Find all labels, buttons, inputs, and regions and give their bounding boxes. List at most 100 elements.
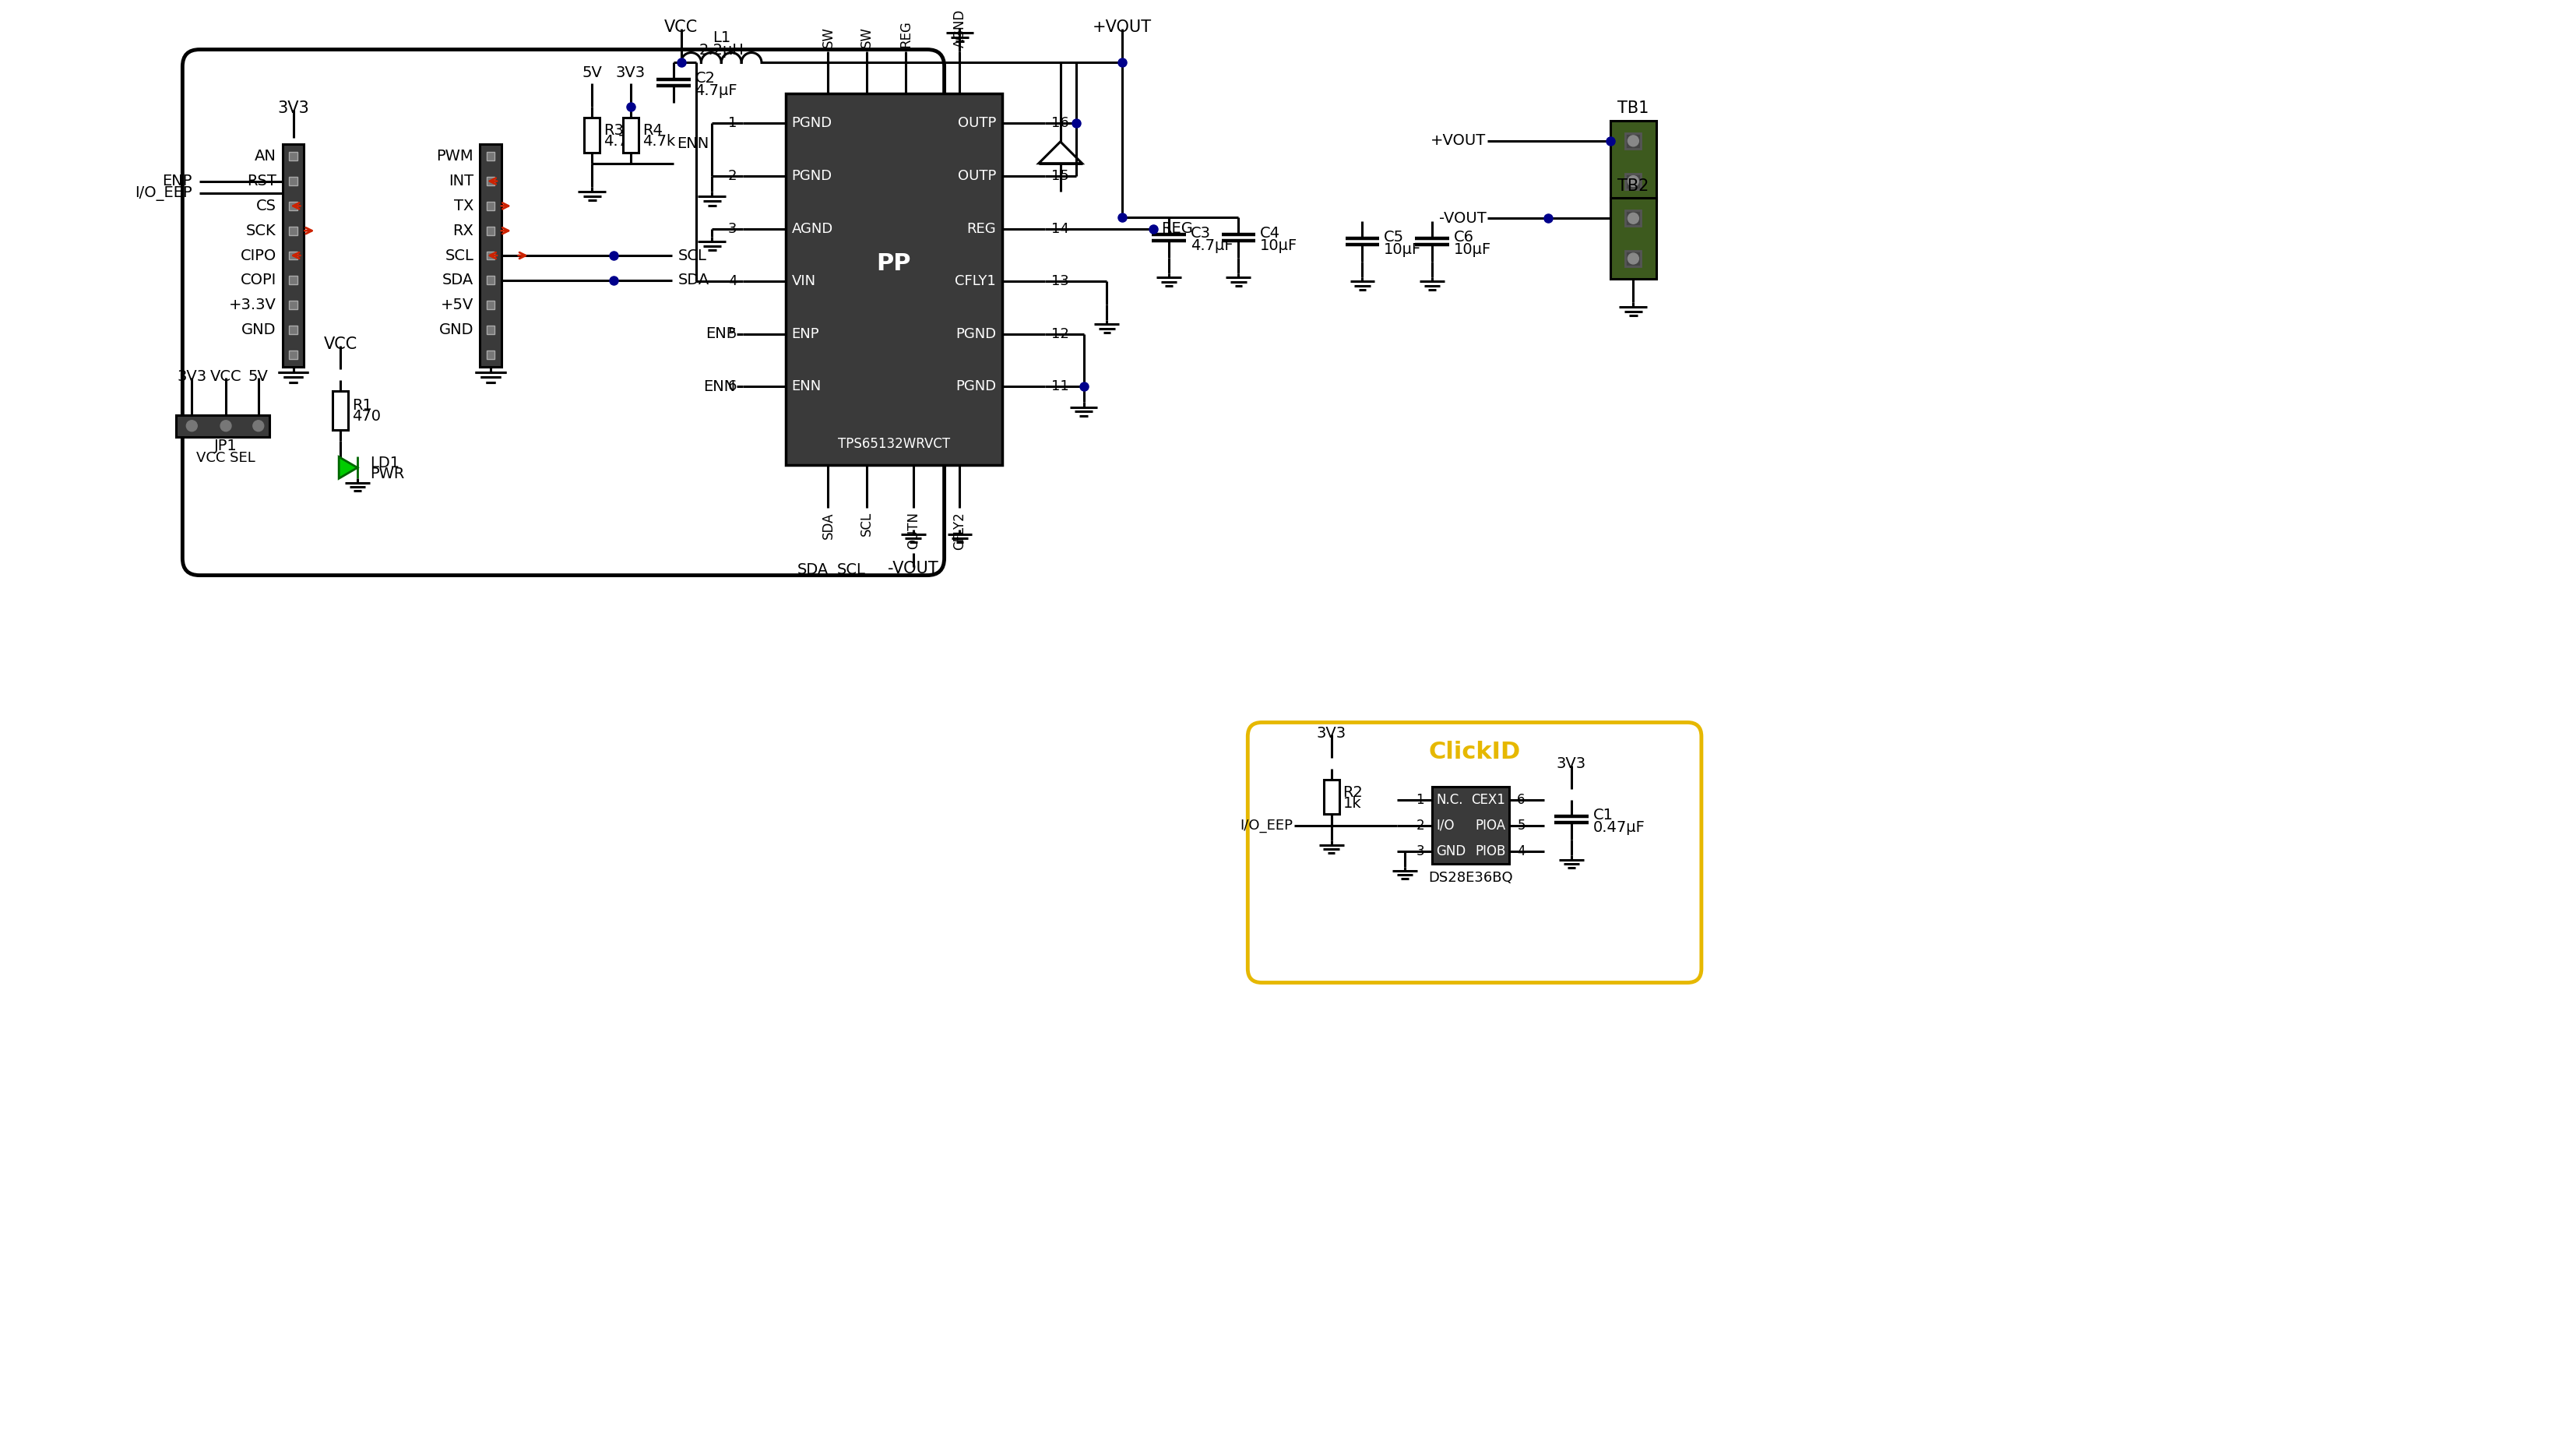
Text: ENN: ENN — [677, 136, 708, 152]
Text: RST: RST — [247, 174, 276, 188]
Circle shape — [1628, 136, 1638, 146]
Text: 4.7μF: 4.7μF — [696, 83, 737, 98]
Text: OUTP: OUTP — [958, 169, 997, 182]
Text: 0.47μF: 0.47μF — [1592, 820, 1646, 835]
Text: PIOB: PIOB — [1476, 844, 1504, 859]
Text: VCC: VCC — [665, 19, 698, 35]
Text: 14: 14 — [1051, 222, 1069, 236]
Text: SCL: SCL — [837, 562, 866, 578]
Text: 6: 6 — [1517, 792, 1525, 807]
Text: 4.7μF: 4.7μF — [1190, 237, 1234, 253]
Text: R3: R3 — [603, 123, 623, 138]
Text: 3V3: 3V3 — [1556, 757, 1587, 772]
Bar — [1610, 198, 1656, 278]
Text: CIPO: CIPO — [240, 248, 276, 264]
Bar — [1324, 779, 1340, 814]
Text: PGND: PGND — [956, 327, 997, 342]
Text: COPI: COPI — [240, 272, 276, 288]
Text: 10μF: 10μF — [1453, 242, 1492, 256]
Text: PGND: PGND — [791, 116, 832, 130]
Text: 5V: 5V — [247, 369, 268, 384]
Text: +VOUT: +VOUT — [1092, 19, 1151, 35]
Text: C5: C5 — [1383, 229, 1404, 245]
Circle shape — [1628, 175, 1638, 187]
Circle shape — [1628, 213, 1638, 224]
Text: 10μF: 10μF — [1260, 237, 1298, 253]
Text: ENP: ENP — [162, 174, 191, 188]
Text: ENP: ENP — [791, 327, 819, 342]
Text: CS: CS — [255, 198, 276, 213]
Text: DS28E36BQ: DS28E36BQ — [1430, 872, 1512, 885]
Text: 15: 15 — [1051, 169, 1069, 182]
Bar — [1625, 174, 1641, 188]
Bar — [487, 201, 495, 210]
Text: 3V3: 3V3 — [178, 369, 206, 384]
Text: INT: INT — [448, 174, 474, 188]
Bar — [175, 416, 270, 437]
Text: 4: 4 — [729, 274, 737, 288]
Bar — [487, 252, 495, 259]
Bar — [289, 201, 296, 210]
Text: 16: 16 — [1051, 116, 1069, 130]
Bar — [487, 226, 495, 235]
Text: I/O: I/O — [1435, 818, 1455, 833]
Text: GND: GND — [242, 323, 276, 337]
Text: PWM: PWM — [435, 149, 474, 164]
Text: 11: 11 — [1051, 379, 1069, 394]
Bar — [289, 277, 296, 284]
Text: REG: REG — [966, 222, 997, 236]
Text: SW: SW — [860, 26, 873, 48]
Text: SDA: SDA — [443, 272, 474, 288]
Text: -VOUT: -VOUT — [1440, 211, 1486, 226]
Text: OUTN: OUTN — [907, 511, 920, 549]
Bar — [1610, 120, 1656, 201]
Text: I/O_EEP: I/O_EEP — [134, 187, 191, 201]
Bar — [487, 326, 495, 334]
Bar — [1625, 133, 1641, 149]
Text: AN: AN — [255, 149, 276, 164]
Text: 1k: 1k — [1342, 796, 1360, 811]
Text: R4: R4 — [641, 123, 662, 138]
Text: 13: 13 — [1051, 274, 1069, 288]
Text: C2: C2 — [696, 71, 716, 85]
Bar — [289, 301, 296, 310]
Text: 2: 2 — [729, 169, 737, 182]
Bar — [289, 350, 296, 359]
Bar — [1625, 251, 1641, 266]
Text: R2: R2 — [1342, 785, 1363, 799]
Text: CEX1: CEX1 — [1471, 792, 1504, 807]
Text: PGND: PGND — [956, 379, 997, 394]
Bar — [1625, 210, 1641, 226]
Text: TB1: TB1 — [1618, 100, 1649, 116]
Text: 3: 3 — [729, 222, 737, 236]
Text: VCC: VCC — [211, 369, 242, 384]
Polygon shape — [340, 456, 358, 478]
Text: +3.3V: +3.3V — [229, 298, 276, 313]
Circle shape — [185, 420, 198, 432]
Text: 10μF: 10μF — [1383, 242, 1422, 256]
Text: PGND: PGND — [791, 169, 832, 182]
Circle shape — [222, 420, 232, 432]
Bar — [283, 143, 304, 366]
Text: +VOUT: +VOUT — [1430, 133, 1486, 148]
Text: 5: 5 — [729, 327, 737, 342]
Text: C6: C6 — [1453, 229, 1473, 245]
Bar — [289, 226, 296, 235]
Text: R1: R1 — [353, 398, 371, 413]
Text: 5: 5 — [1517, 818, 1525, 833]
Text: AGND: AGND — [791, 222, 832, 236]
Text: PWR: PWR — [371, 466, 404, 481]
Bar — [289, 177, 296, 185]
Text: TX: TX — [453, 198, 474, 213]
Text: OUTP: OUTP — [958, 116, 997, 130]
Bar — [623, 117, 639, 152]
Text: L1: L1 — [711, 30, 732, 45]
Bar — [585, 117, 600, 152]
Bar — [332, 391, 348, 430]
Bar — [487, 177, 495, 185]
Text: SDA: SDA — [796, 562, 829, 578]
Bar — [1432, 786, 1510, 864]
Text: 2.2μH: 2.2μH — [698, 43, 744, 58]
Text: I/O_EEP: I/O_EEP — [1239, 818, 1293, 833]
Bar — [786, 94, 1002, 465]
